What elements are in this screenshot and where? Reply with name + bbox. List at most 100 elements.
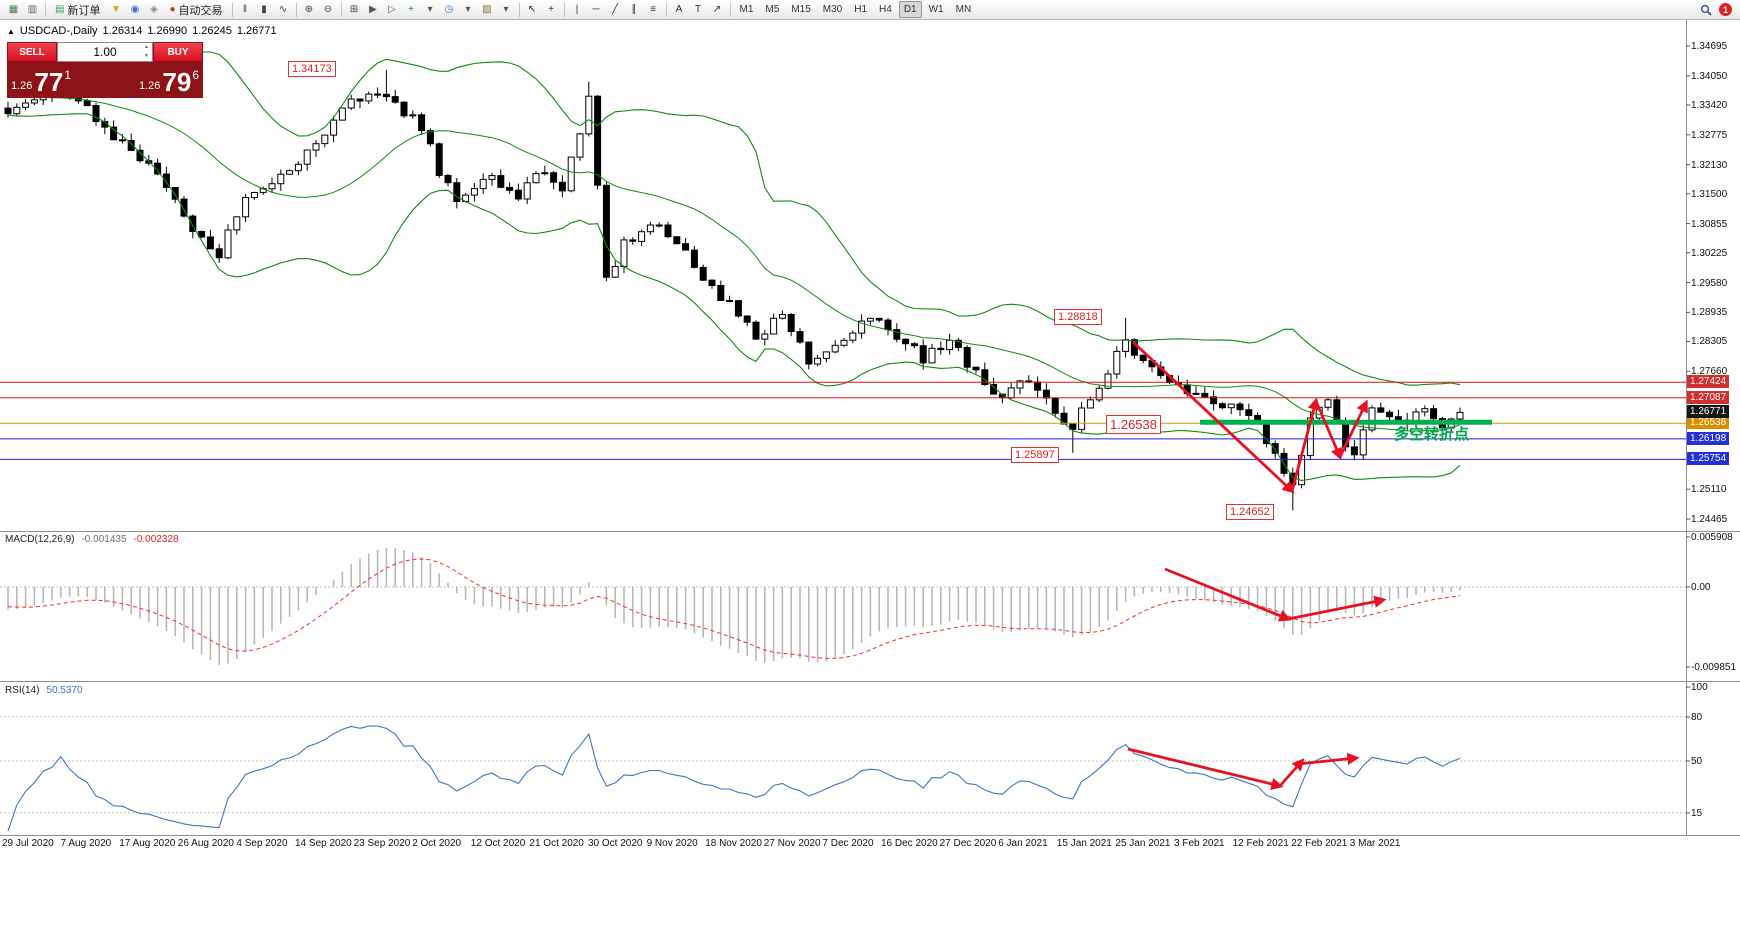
ohlc-open: 1.26314 [102, 25, 143, 37]
candle-body [814, 357, 822, 365]
horizontal-line-icon[interactable]: ─ [592, 4, 600, 15]
turning-point-note[interactable]: 多空转折点 [1394, 426, 1470, 443]
price-tag: 1.26771 [1687, 405, 1730, 419]
candle-body [1201, 392, 1209, 398]
candle-body [1324, 399, 1332, 408]
trend-arrow[interactable] [1287, 595, 1387, 621]
bar-chart-icon[interactable]: ‖ [242, 4, 248, 15]
candle-body [365, 93, 373, 102]
volume-up-icon[interactable]: ▲ [144, 44, 149, 50]
price-annotation[interactable]: 1.25897 [1011, 447, 1059, 463]
date-axis-label: 15 Jan 2021 [1056, 838, 1112, 849]
price-annotation[interactable]: 1.34173 [288, 61, 336, 77]
candle-body [822, 351, 830, 359]
candle-body [277, 173, 285, 185]
timeframe-m15-button[interactable]: M15 [791, 4, 811, 15]
price-annotation[interactable]: 1.24652 [1226, 504, 1274, 520]
shift-chart-icon[interactable]: ▷ [388, 4, 396, 15]
candle-body [435, 143, 443, 177]
toolbar-separator [518, 2, 520, 17]
community-icon[interactable]: ◉ [130, 4, 140, 15]
notification-badge[interactable]: 1 [1719, 3, 1732, 16]
text-label-icon[interactable]: T [694, 4, 702, 15]
crosshair-icon[interactable]: + [548, 4, 554, 15]
date-axis-label: 27 Nov 2020 [763, 838, 821, 849]
timeframe-d1-button[interactable]: D1 [898, 1, 922, 18]
channel-icon[interactable]: ∥ [631, 4, 637, 15]
candle-body [453, 182, 461, 202]
candle-body [356, 98, 364, 102]
one-click-collapse-icon[interactable]: ▲ [7, 26, 15, 36]
candle-body [963, 347, 971, 368]
fibonacci-icon[interactable]: ≡ [650, 4, 656, 15]
search-icon[interactable] [1697, 2, 1714, 18]
ohlc-low: 1.26245 [192, 25, 232, 37]
macd-indicator-label: MACD(12,26,9) -0.001435 -0.002328 [5, 534, 179, 545]
autotrading-button[interactable]: ● 自动交易 [164, 2, 227, 18]
zoom-out-icon[interactable]: ⊖ [323, 4, 333, 15]
bollinger-lower-band [7, 113, 1461, 482]
candle-body [902, 338, 910, 345]
main-price-panel[interactable] [0, 51, 1686, 511]
zoom-in-icon[interactable]: ⊕ [304, 4, 314, 15]
panel-chrome [0, 20, 1740, 836]
buy-price[interactable]: 1.26 79 6 [105, 62, 203, 98]
metaeditor-icon[interactable]: ▼ [111, 4, 121, 15]
templates-icon[interactable]: ▨ [482, 4, 492, 15]
arrows-icon[interactable]: ↗ [712, 4, 722, 15]
date-axis-label: 7 Aug 2020 [60, 838, 112, 849]
candle-body [954, 339, 962, 348]
date-axis-label: 3 Feb 2021 [1174, 838, 1225, 849]
rsi-panel[interactable] [0, 716, 1686, 832]
trend-arrow[interactable] [1297, 752, 1360, 766]
buy-button[interactable]: BUY [153, 42, 203, 62]
text-icon[interactable]: A [675, 4, 683, 15]
templates-dropdown-icon[interactable]: ▾ [503, 4, 509, 15]
price-chart-canvas[interactable] [0, 20, 1740, 948]
volume-down-icon[interactable]: ▼ [144, 53, 149, 59]
profiles-icon[interactable]: ▥ [27, 4, 38, 15]
macd-panel[interactable] [0, 547, 1686, 665]
new-order-button[interactable]: ▤ 新订单 [50, 2, 105, 18]
date-axis-label: 7 Dec 2020 [822, 838, 874, 849]
periods-icon[interactable]: ◷ [444, 4, 454, 15]
timeframe-m1-button[interactable]: M1 [739, 4, 754, 15]
candlestick-chart-icon[interactable]: ▮ [261, 4, 267, 15]
trend-arrow[interactable] [1338, 399, 1368, 458]
price-annotation[interactable]: 1.26538 [1106, 415, 1161, 434]
line-chart-icon[interactable]: ∿ [278, 4, 288, 15]
candle-body [576, 133, 584, 158]
sell-button[interactable]: SELL [7, 42, 57, 62]
volume-input[interactable]: 1.00 ▲ ▼ [57, 42, 153, 62]
trendline-icon[interactable]: ╱ [611, 4, 619, 15]
new-chart-icon[interactable]: ▦ [8, 4, 19, 15]
price-scale-label: 1.32775 [1691, 129, 1728, 141]
trend-arrow[interactable] [1314, 400, 1343, 461]
candle-body [1386, 411, 1394, 418]
candle-body [1016, 380, 1024, 389]
macd-value-2: -0.002328 [133, 534, 179, 545]
timeframe-m5-button[interactable]: M5 [765, 4, 780, 15]
timeframe-mn-button[interactable]: MN [955, 4, 972, 15]
sell-price[interactable]: 1.26 77 1 [7, 62, 105, 98]
candle-body [514, 189, 522, 200]
cursor-icon[interactable]: ↖ [527, 4, 537, 15]
timeframe-h4-button[interactable]: H4 [879, 4, 892, 15]
trend-arrow[interactable] [1164, 567, 1292, 622]
indicators-icon[interactable]: + [408, 4, 414, 15]
timeframe-m30-button[interactable]: M30 [822, 4, 843, 15]
indicators-dropdown-icon[interactable]: ▾ [427, 4, 433, 15]
timeframe-h1-button[interactable]: H1 [854, 4, 868, 15]
price-annotation[interactable]: 1.28818 [1054, 309, 1102, 325]
market-icon[interactable]: ◈ [150, 4, 158, 15]
periods-dropdown-icon[interactable]: ▾ [465, 4, 471, 15]
candle-body [497, 175, 505, 188]
vertical-line-icon[interactable]: | [575, 4, 579, 15]
auto-scroll-icon[interactable]: ▶ [369, 4, 377, 15]
date-axis-label: 23 Sep 2020 [353, 838, 411, 849]
tile-windows-icon[interactable]: ⊞ [349, 4, 359, 15]
trend-arrow[interactable] [1132, 340, 1295, 494]
timeframe-w1-button[interactable]: W1 [928, 4, 944, 15]
trend-arrow[interactable] [1127, 747, 1284, 790]
trend-arrow[interactable] [1290, 397, 1320, 492]
